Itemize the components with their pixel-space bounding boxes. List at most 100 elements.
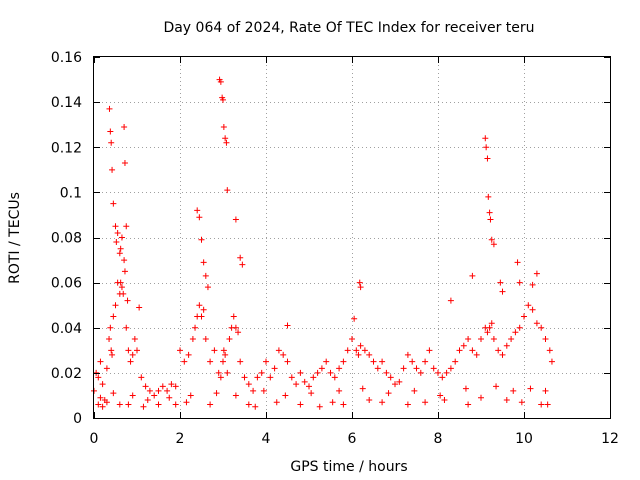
- data-point: [437, 392, 444, 399]
- data-point: [118, 284, 125, 291]
- data-point: [151, 392, 158, 399]
- data-point: [293, 381, 300, 388]
- data-point: [351, 315, 358, 322]
- data-point: [93, 369, 100, 376]
- data-point: [200, 259, 207, 266]
- data-point: [288, 374, 295, 381]
- data-point: [387, 374, 394, 381]
- x-tick-label: 0: [90, 431, 99, 447]
- data-point: [514, 259, 521, 266]
- data-point: [106, 336, 113, 343]
- data-point: [222, 135, 229, 142]
- data-point: [232, 392, 239, 399]
- data-point: [478, 336, 484, 343]
- data-point: [202, 336, 209, 343]
- data-point: [273, 399, 280, 406]
- grid-lines: [94, 57, 610, 418]
- data-point: [117, 279, 124, 286]
- data-point: [486, 209, 493, 216]
- data-point: [336, 365, 343, 372]
- data-point: [250, 387, 257, 394]
- data-point: [404, 351, 411, 358]
- data-point: [533, 270, 540, 277]
- data-point: [374, 365, 381, 372]
- data-point: [497, 279, 504, 286]
- y-tick-label: 0.06: [51, 276, 82, 292]
- y-tick-label: 0.16: [51, 50, 82, 66]
- data-point: [490, 241, 497, 248]
- data-point: [516, 324, 523, 331]
- data-point: [224, 187, 231, 194]
- data-point: [465, 336, 472, 343]
- data-point: [207, 358, 214, 365]
- data-point: [103, 399, 110, 406]
- data-point: [462, 385, 469, 392]
- y-tick-labels: 0 0.02 0.04 0.06 0.08 0.1 0.12 0.14 0.16: [51, 50, 82, 427]
- x-tick-label: 12: [601, 431, 619, 447]
- data-point: [482, 135, 489, 142]
- data-point: [340, 401, 347, 408]
- data-point: [181, 358, 188, 365]
- data-point: [267, 374, 274, 381]
- data-point: [430, 365, 437, 372]
- data-point: [239, 261, 246, 268]
- data-point: [112, 223, 119, 230]
- data-point: [258, 369, 265, 376]
- data-point: [109, 166, 116, 173]
- data-point: [220, 347, 227, 354]
- data-point: [138, 374, 145, 381]
- data-point: [508, 336, 515, 343]
- data-point: [159, 383, 166, 390]
- data-point: [110, 313, 117, 320]
- data-point: [357, 342, 364, 349]
- data-point: [136, 304, 143, 311]
- x-axis-label: GPS time / hours: [290, 459, 407, 475]
- data-point: [220, 358, 226, 365]
- data-point: [217, 78, 224, 85]
- data-point: [223, 139, 230, 146]
- data-point: [404, 401, 411, 408]
- data-point: [196, 302, 203, 309]
- data-point: [192, 324, 199, 331]
- data-point: [422, 399, 429, 406]
- data-point: [226, 336, 233, 343]
- data-point: [177, 347, 183, 354]
- data-point: [356, 279, 363, 286]
- data-point: [112, 302, 119, 309]
- data-point: [123, 324, 130, 331]
- data-point: [121, 257, 128, 264]
- data-point: [441, 396, 448, 403]
- data-point: [116, 401, 123, 408]
- y-tick-label: 0.1: [60, 185, 82, 201]
- data-point: [284, 358, 291, 365]
- x-tick-label: 8: [434, 431, 443, 447]
- data-point: [452, 358, 459, 365]
- data-point: [168, 381, 175, 388]
- data-point: [99, 403, 106, 410]
- data-point: [417, 369, 424, 376]
- data-point: [142, 383, 149, 390]
- data-point: [469, 347, 476, 354]
- data-point: [172, 401, 179, 408]
- data-point: [525, 302, 532, 309]
- data-point: [189, 336, 196, 343]
- data-point: [146, 387, 153, 394]
- data-point: [331, 374, 338, 381]
- data-point: [527, 385, 534, 392]
- data-point: [95, 401, 102, 408]
- data-point: [232, 324, 239, 331]
- data-point: [546, 347, 553, 354]
- data-point: [215, 369, 222, 376]
- data-point: [187, 392, 194, 399]
- data-point: [488, 320, 495, 327]
- data-point: [131, 336, 138, 343]
- data-point: [140, 403, 147, 410]
- data-point: [194, 207, 201, 214]
- data-point: [271, 365, 278, 372]
- data-point: [447, 365, 454, 372]
- data-point: [488, 236, 495, 243]
- data-point: [103, 365, 110, 372]
- data-point: [379, 399, 386, 406]
- data-point: [495, 347, 502, 354]
- data-point: [125, 401, 132, 408]
